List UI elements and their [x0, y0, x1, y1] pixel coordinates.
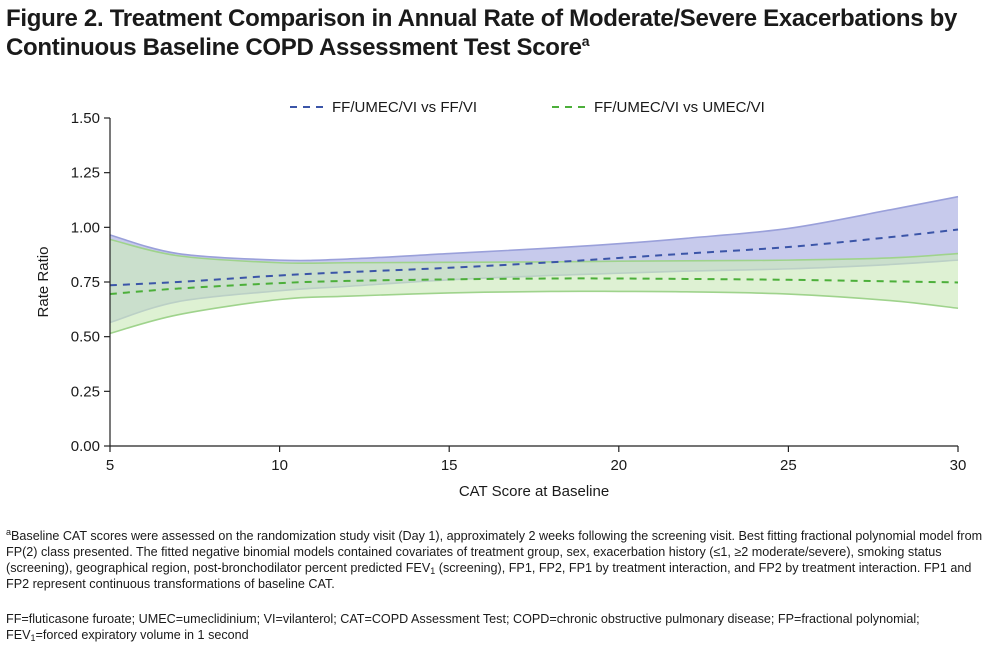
abbreviations-text-1: FF=fluticasone furoate; UMEC=umeclidiniu…	[6, 612, 920, 642]
x-tick-label: 20	[610, 457, 627, 474]
confidence-bands	[109, 195, 959, 335]
footnote-a-marker: a	[6, 527, 12, 537]
figure-title: Figure 2. Treatment Comparison in Annual…	[6, 4, 991, 62]
x-tick-label: 5	[106, 457, 114, 474]
y-tick-label: 0.25	[71, 383, 100, 400]
figure-title-superscript: a	[581, 33, 590, 49]
ci-upper-series-1	[109, 195, 959, 262]
y-ticks: 0.00 0.25 0.50 0.75 1.00 1.25 1.50	[71, 110, 110, 455]
estimate-line-series-1	[109, 228, 959, 287]
x-tick-label: 25	[780, 457, 797, 474]
footnote-a: aBaseline CAT scores were assessed on th…	[6, 528, 991, 592]
estimate-line-series-2	[109, 277, 959, 296]
abbreviations-subscript: 1	[30, 633, 36, 643]
ci-band-series-2	[110, 239, 958, 334]
x-tick-label: 15	[441, 457, 458, 474]
x-tick-label: 30	[950, 457, 967, 474]
footnote-a-subscript: 1	[430, 566, 436, 576]
series-lines	[109, 228, 959, 296]
y-tick-label: 1.50	[71, 110, 100, 127]
footnote-a-text-2: (screening), FP1, FP2, FP1 by treatment …	[6, 561, 972, 591]
legend-label-series-1: FF/UMEC/VI vs FF/VI	[332, 99, 477, 116]
footnote-a-text-1: Baseline CAT scores were assessed on the…	[6, 529, 983, 575]
footnote-abbreviations: FF=fluticasone furoate; UMEC=umeclidiniu…	[6, 611, 991, 643]
y-tick-label: 1.00	[71, 219, 100, 236]
abbreviations-text-2: =forced expiratory volume in 1 second	[35, 628, 249, 642]
legend: FF/UMEC/VI vs FF/VI FF/UMEC/VI vs UMEC/VI	[290, 99, 765, 116]
rate-ratio-chart: 0.00 0.25 0.50 0.75 1.00 1.25 1.50 5 10 15 20 25 30…	[35, 99, 967, 500]
legend-label-series-2: FF/UMEC/VI vs UMEC/VI	[594, 99, 765, 116]
y-tick-label: 1.25	[71, 165, 100, 182]
y-axis-label: Rate Ratio	[35, 247, 52, 318]
ci-lower-series-2	[109, 290, 959, 335]
figure-title-text: Figure 2. Treatment Comparison in Annual…	[6, 5, 958, 61]
y-tick-label: 0.75	[71, 274, 100, 291]
x-axis-label: CAT Score at Baseline	[459, 483, 609, 500]
y-tick-label: 0.50	[71, 329, 100, 346]
ci-band-series-1	[110, 196, 958, 323]
x-tick-label: 10	[271, 457, 288, 474]
ci-upper-series-2	[109, 238, 959, 265]
y-tick-label: 0.00	[71, 438, 100, 455]
x-ticks: 5 10 15 20 25 30	[106, 446, 967, 474]
